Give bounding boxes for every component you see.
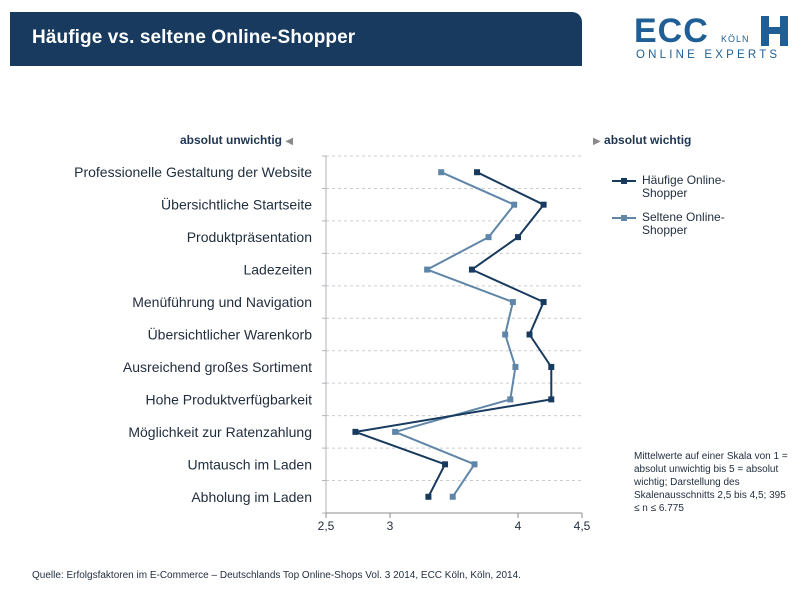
data-point-seltene [424, 266, 431, 273]
data-point-haeufige [540, 299, 547, 306]
data-point-haeufige [540, 201, 547, 208]
scale-right-text: absolut wichtig [604, 133, 692, 147]
data-point-haeufige [474, 169, 481, 176]
category-label: Umtausch im Laden [187, 456, 312, 472]
source-note: Quelle: Erfolgsfaktoren im E-Commerce – … [32, 570, 521, 581]
legend-label-seltene: Seltene Online-Shopper [642, 210, 725, 237]
page-title: Häufige vs. seltene Online-Shopper [32, 27, 356, 48]
data-point-haeufige [548, 363, 555, 370]
x-tick-label: 3 [387, 519, 394, 533]
triangle-left-icon: ◀ [285, 136, 294, 147]
scale-left-label: absolut unwichtig ◀ [180, 133, 293, 147]
data-point-seltene [471, 461, 478, 468]
series-line-seltene [394, 171, 517, 498]
title-bar: Häufige vs. seltene Online-Shopper [10, 12, 582, 66]
category-label: Professionelle Gestaltung der Website [74, 164, 312, 180]
x-tick-label: 4,5 [574, 519, 591, 533]
data-point-haeufige [515, 234, 521, 241]
category-label: Menüführung und Navigation [132, 294, 312, 310]
logo-city: KÖLN [721, 34, 750, 44]
legend-item-haeufige: Häufige Online-Shopper [612, 174, 762, 200]
legend-swatch-seltene [612, 215, 636, 221]
data-point-seltene [392, 428, 399, 435]
data-point-seltene [512, 363, 519, 370]
scale-note: Mittelwerte auf einer Skala von 1 = abso… [634, 451, 788, 514]
triangle-right-icon: ▶ [593, 136, 601, 147]
legend-swatch-haeufige [612, 178, 636, 184]
x-tick-label: 2,5 [318, 519, 335, 533]
scale-right-label: ▶ absolut wichtig [593, 133, 691, 147]
ecc-logo: ECC KÖLN ONLINE EXPERTS [634, 14, 792, 62]
category-label: Abholung im Laden [191, 489, 312, 505]
data-point-seltene [449, 493, 456, 500]
data-point-seltene [511, 201, 518, 208]
data-point-seltene [502, 331, 509, 338]
data-point-haeufige [425, 493, 432, 500]
category-label: Hohe Produktverfügbarkeit [145, 391, 312, 407]
scale-left-text: absolut unwichtig [180, 133, 282, 147]
category-label: Möglichkeit zur Ratenzahlung [128, 424, 312, 440]
logo-name: ECC [634, 12, 709, 50]
x-tick-label: 4 [515, 519, 522, 533]
data-point-haeufige [548, 396, 555, 403]
category-label: Ausreichend großes Sortiment [123, 359, 312, 375]
data-point-haeufige [352, 428, 359, 435]
data-point-seltene [507, 396, 514, 403]
chart-legend: Häufige Online-Shopper Seltene Online-Sh… [612, 174, 762, 248]
data-point-haeufige [468, 266, 475, 273]
category-label: Übersichtliche Startseite [161, 196, 312, 213]
category-label: Produktpräsentation [187, 229, 312, 245]
category-label: Ladezeiten [243, 262, 312, 278]
data-point-haeufige [526, 331, 533, 338]
logo-tagline: ONLINE EXPERTS [636, 49, 781, 61]
data-point-seltene [485, 234, 492, 241]
data-point-seltene [438, 169, 445, 176]
category-label: Übersichtlicher Warenkorb [148, 326, 313, 343]
legend-label-haeufige: Häufige Online-Shopper [642, 173, 726, 200]
data-point-haeufige [442, 461, 449, 468]
legend-item-seltene: Seltene Online-Shopper [612, 211, 762, 237]
data-point-seltene [509, 299, 516, 306]
logo-mark-icon [761, 16, 789, 46]
